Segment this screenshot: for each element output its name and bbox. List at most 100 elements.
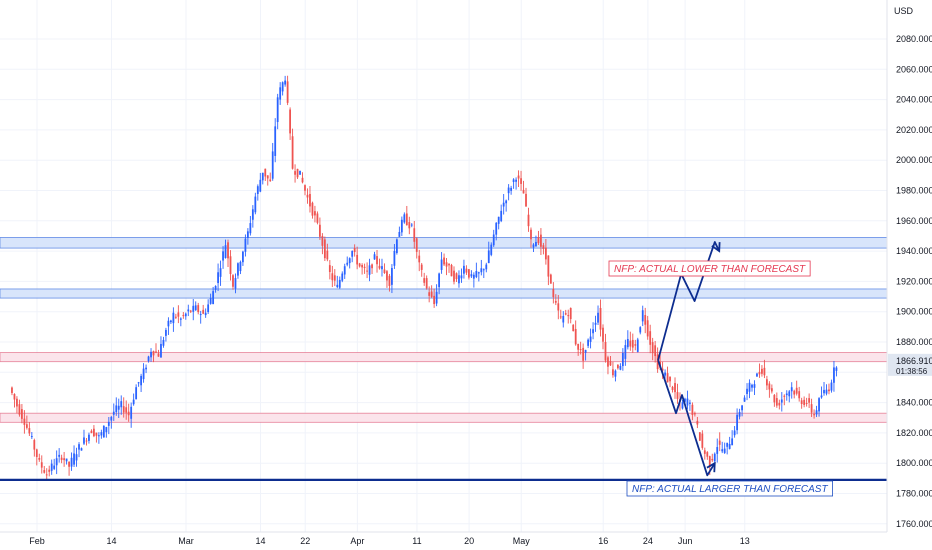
candle-body <box>405 213 408 226</box>
candle-body <box>430 291 433 297</box>
candle-body <box>480 268 483 273</box>
candle-body <box>631 339 634 348</box>
candle-body <box>482 269 485 271</box>
candle-body <box>535 241 537 247</box>
y-tick-label: 2000.000 <box>896 155 932 165</box>
candle-body <box>743 397 746 402</box>
candle-body <box>207 304 210 313</box>
candle-body <box>93 428 95 437</box>
candle-body <box>78 444 80 450</box>
candle-body <box>376 256 378 265</box>
candle-body <box>50 463 53 471</box>
candle-body <box>281 82 284 92</box>
blue-zone <box>0 237 888 249</box>
candle-body <box>569 308 572 320</box>
candle-body <box>393 250 396 266</box>
candle-body <box>16 398 18 407</box>
candle-body <box>68 461 70 467</box>
candle-body <box>515 179 517 182</box>
grid <box>0 0 887 532</box>
red-zone <box>0 352 888 363</box>
candle-body <box>763 367 766 376</box>
y-tick-label: 2060.000 <box>896 64 932 74</box>
candle-body <box>256 186 259 195</box>
drawings <box>0 241 887 481</box>
candle-body <box>227 242 229 259</box>
candle-body <box>825 389 828 394</box>
last-price-tag <box>888 353 932 376</box>
candle-body <box>348 258 351 264</box>
candle-body <box>132 399 135 405</box>
candle-body <box>160 343 162 358</box>
candle-body <box>199 314 202 316</box>
candle-body <box>130 406 133 419</box>
candle-body <box>403 214 406 223</box>
y-tick-label: 2040.000 <box>896 95 932 105</box>
candle-body <box>261 172 264 181</box>
candle-body <box>589 336 592 342</box>
x-tick-label: May <box>513 536 531 546</box>
candle-body <box>761 368 763 374</box>
candle-body <box>43 470 46 473</box>
x-tick-label: Mar <box>178 536 194 546</box>
candle-body <box>470 274 473 277</box>
candle-body <box>530 229 532 240</box>
candle-body <box>671 386 674 390</box>
candle-body <box>107 421 110 426</box>
candle-body <box>279 87 282 100</box>
candle-body <box>30 436 33 438</box>
x-tick-label: 11 <box>412 536 421 546</box>
candle-body <box>286 81 289 103</box>
candle-body <box>495 222 498 235</box>
y-tick-label: 1800.000 <box>896 458 932 468</box>
candle-body <box>636 339 639 352</box>
candle-body <box>753 384 756 388</box>
candle-body <box>356 254 359 265</box>
candle-body <box>532 244 535 248</box>
candle-body <box>197 305 200 313</box>
candle-body <box>274 126 277 156</box>
candle-body <box>594 322 597 325</box>
candle-body <box>102 425 105 438</box>
candle-body <box>674 383 676 393</box>
candle-body <box>58 454 61 457</box>
candle-body <box>808 398 811 403</box>
candle-body <box>815 410 818 415</box>
candle-body <box>11 387 13 393</box>
candle-body <box>301 177 304 183</box>
candle-body <box>410 224 413 226</box>
candle-body <box>217 272 219 284</box>
candle-body <box>150 351 152 358</box>
candle-body <box>721 449 724 452</box>
candle-body <box>438 273 440 288</box>
candle-body <box>621 352 624 367</box>
candle-body <box>445 262 448 267</box>
candle-body <box>651 342 654 354</box>
candle-body <box>189 310 192 312</box>
candle-body <box>33 440 36 450</box>
y-tick-label: 1760.000 <box>896 519 932 529</box>
candle-body <box>85 440 88 442</box>
candle-body <box>579 349 582 351</box>
candle-body <box>587 339 589 346</box>
candle-body <box>423 278 426 283</box>
candle-body <box>83 437 85 444</box>
candle-body <box>264 168 267 177</box>
candle-body <box>783 395 786 397</box>
candle-body <box>73 453 75 465</box>
candle-body <box>731 438 734 446</box>
candle-body <box>13 394 16 400</box>
candle-body <box>716 447 719 454</box>
candle-body <box>778 402 781 406</box>
candle-body <box>468 269 470 278</box>
candle-body <box>463 265 465 274</box>
x-tick-label: Apr <box>350 536 364 546</box>
candle-body <box>522 189 525 194</box>
candle-body <box>793 390 796 395</box>
candle-body <box>656 354 659 370</box>
candle-body <box>552 288 555 298</box>
candle-body <box>110 416 113 421</box>
candle-body <box>115 405 118 413</box>
candle-body <box>691 404 694 416</box>
